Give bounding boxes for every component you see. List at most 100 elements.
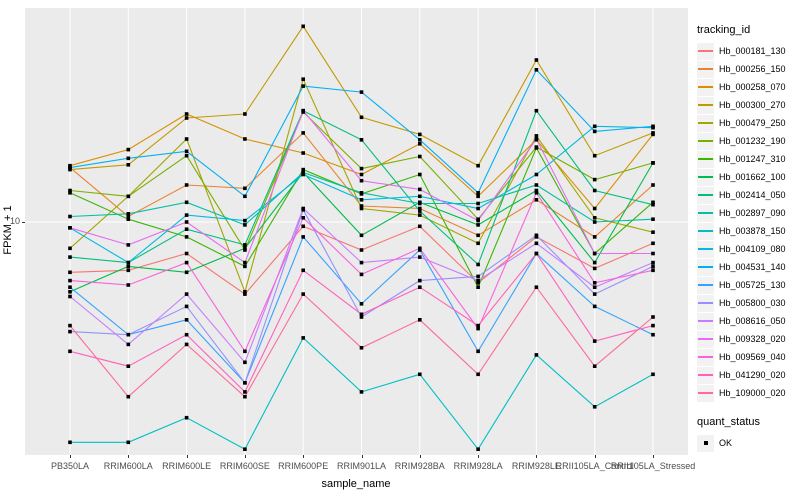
legend-item-Hb_003878_150[interactable]: Hb_003878_150 [697, 222, 799, 240]
legend-key-Hb_000181_130 [697, 42, 714, 60]
legend-item-Hb_001247_310[interactable]: Hb_001247_310 [697, 150, 799, 168]
legend-item-Hb_041290_020[interactable]: Hb_041290_020 [697, 366, 799, 384]
legend-entries: Hb_000181_130 Hb_000256_150 Hb_000258_070 H… [697, 42, 799, 402]
legend-item-Hb_002897_090[interactable]: Hb_002897_090 [697, 204, 799, 222]
point-Hb_000256_150-RRIM928BA [418, 206, 422, 211]
point-Hb_004109_080-RRIM928LA [476, 206, 480, 211]
point-Hb_005725_130-RRII105LA_Control [592, 304, 597, 309]
point-Hb_008616_050-RRIM600PE [301, 206, 305, 211]
point-Hb_005800_030-RRIM928BA [418, 278, 422, 283]
point-Hb_001662_100-PB350LA [68, 290, 72, 294]
point-Hb_000479_250-RRII105LA_Stressed [651, 230, 655, 234]
point-Hb_000181_130-RRIM901LA [359, 248, 364, 252]
point-Hb_109000_020-RRIM600LA [126, 394, 131, 399]
point-Hb_005725_130-RRIM600LE [184, 318, 189, 322]
point-Hb_000181_130-RRII105LA_Control [592, 266, 597, 271]
point-Hb_109000_020-RRIM600PE [301, 292, 305, 296]
point-Hb_001247_310-RRIM928BA [418, 172, 422, 177]
line-swatch-icon [698, 230, 713, 232]
point-Hb_001232_190-RRIM600LE [184, 153, 189, 158]
legend-key-Hb_008616_050 [697, 312, 714, 330]
point-Hb_004109_080-RRIM600SE [243, 218, 247, 223]
legend-item-quant-ok[interactable]: OK [697, 434, 799, 452]
point-Hb_009569_040-RRIM901LA [359, 272, 364, 277]
point-Hb_000181_130-RRIM600SE [243, 292, 247, 296]
point-Hb_000479_250-RRII105LA_Control [592, 216, 597, 220]
x-tick-RRIM928BA [419, 455, 421, 458]
legend-item-Hb_109000_020[interactable]: Hb_109000_020 [697, 384, 799, 402]
point-Hb_009328_020-PB350LA [68, 226, 72, 230]
legend-key-Hb_000256_150 [697, 60, 714, 78]
legend-item-Hb_009569_040[interactable]: Hb_009569_040 [697, 348, 799, 366]
legend-item-Hb_000181_130[interactable]: Hb_000181_130 [697, 42, 799, 60]
point-Hb_000300_270-RRIM600PE [301, 24, 305, 29]
legend-item-Hb_001662_100[interactable]: Hb_001662_100 [697, 168, 799, 186]
point-Hb_005800_030-RRIM928LA [476, 274, 480, 279]
point-Hb_002414_050-RRII105LA_Stressed [651, 202, 655, 207]
legend-item-Hb_000300_270[interactable]: Hb_000300_270 [697, 96, 799, 114]
legend-item-Hb_005725_130[interactable]: Hb_005725_130 [697, 276, 799, 294]
plot-panel [25, 8, 688, 455]
legend-item-Hb_000479_250[interactable]: Hb_000479_250 [697, 114, 799, 132]
x-tick-label-RRII105LA_Stressed: RRII105LA_Stressed [610, 461, 696, 471]
black-square-point-icon [703, 441, 708, 445]
point-Hb_009569_040-RRIM600LE [184, 260, 189, 265]
point-Hb_001247_310-RRIM600SE [243, 264, 247, 269]
legend-label: Hb_000256_150 [719, 64, 786, 74]
point-Hb_000258_070-RRIM928LA [476, 194, 480, 199]
legend-item-Hb_002414_050[interactable]: Hb_002414_050 [697, 186, 799, 204]
legend-label: Hb_009569_040 [719, 352, 786, 362]
legend-item-Hb_009328_020[interactable]: Hb_009328_020 [697, 330, 799, 348]
point-Hb_041290_020-RRIM600PE [301, 268, 305, 273]
point-Hb_041290_020-PB350LA [68, 349, 72, 354]
point-Hb_000479_250-RRIM928LE [534, 134, 539, 138]
point-Hb_000256_150-RRII105LA_Control [592, 235, 597, 239]
point-Hb_001232_190-RRIM600LA [126, 194, 131, 199]
legend-item-Hb_001232_190[interactable]: Hb_001232_190 [697, 132, 799, 150]
point-Hb_002897_090-RRIM928LA [476, 201, 480, 206]
line-swatch-icon [698, 338, 713, 340]
point-Hb_009569_040-RRIM928LE [534, 191, 539, 195]
point-Hb_041290_020-RRIM600LA [126, 364, 131, 368]
point-Hb_008616_050-RRIM928BA [418, 255, 422, 259]
point-Hb_005725_130-RRIM928LA [476, 349, 480, 354]
point-Hb_001662_100-RRIM928LA [476, 223, 480, 227]
point-Hb_002897_090-RRIM928BA [418, 201, 422, 206]
point-Hb_008616_050-RRIM928LA [476, 278, 480, 283]
point-Hb_000479_250-RRIM600LE [184, 137, 189, 141]
x-tick-label-RRII105LA_Control: RRII105LA_Control [555, 461, 634, 471]
point-Hb_000479_250-RRIM600PE [301, 77, 305, 81]
point-Hb_008616_050-RRII105LA_Stressed [651, 260, 655, 265]
legend-item-Hb_004531_140[interactable]: Hb_004531_140 [697, 258, 799, 276]
point-Hb_001232_190-PB350LA [68, 188, 72, 193]
point-Hb_004531_140-RRIM928LE [534, 68, 539, 72]
point-Hb_002414_050-RRIM901LA [359, 138, 364, 142]
y-tick-10 [22, 222, 25, 223]
legend-item-Hb_004109_080[interactable]: Hb_004109_080 [697, 240, 799, 258]
x-tick-label-RRIM600SE: RRIM600SE [219, 461, 270, 471]
point-Hb_009328_020-RRIM901LA [359, 178, 364, 183]
point-Hb_000300_270-RRIM600LE [184, 116, 189, 120]
legend-item-Hb_008616_050[interactable]: Hb_008616_050 [697, 312, 799, 330]
line-swatch-icon [698, 248, 713, 250]
point-Hb_004109_080-RRIM928BA [418, 194, 422, 199]
legend-key-Hb_004531_140 [697, 258, 714, 276]
point-Hb_000258_070-RRII105LA_Control [592, 206, 597, 211]
line-swatch-icon [698, 68, 713, 70]
point-Hb_000300_270-RRII105LA_Stressed [651, 131, 655, 135]
point-Hb_001232_190-RRII105LA_Control [592, 177, 597, 182]
point-Hb_041290_020-RRII105LA_Control [592, 339, 597, 343]
legend-item-Hb_000256_150[interactable]: Hb_000256_150 [697, 60, 799, 78]
point-Hb_001232_190-RRIM901LA [359, 166, 364, 171]
legend-gap [697, 402, 799, 416]
x-tick-label-RRIM600PE: RRIM600PE [278, 461, 329, 471]
point-Hb_008616_050-RRIM600LA [126, 342, 131, 347]
legend-item-Hb_000258_070[interactable]: Hb_000258_070 [697, 78, 799, 96]
point-Hb_000181_130-RRIM928BA [418, 224, 422, 229]
legend-item-Hb_005800_030[interactable]: Hb_005800_030 [697, 294, 799, 312]
legend-label: Hb_002897_090 [719, 208, 786, 218]
point-Hb_001662_100-RRIM600LE [184, 270, 189, 275]
point-Hb_009328_020-RRIM928BA [418, 187, 422, 192]
point-Hb_004531_140-RRIM600LA [126, 156, 131, 161]
